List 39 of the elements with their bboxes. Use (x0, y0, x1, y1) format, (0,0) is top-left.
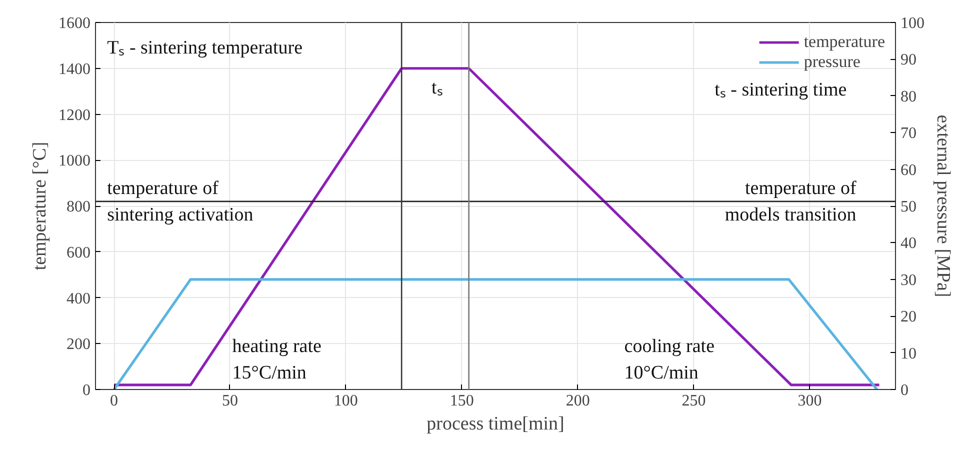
y-axis-title: temperature [°C] (30, 142, 50, 270)
annotation: temperature of models transition (724, 178, 857, 226)
y-tick-label: 600 (66, 244, 90, 262)
annotation: temperature of sintering activation (107, 178, 254, 226)
x-tick-label: 100 (334, 392, 358, 410)
y2-tick-label: 10 (900, 345, 916, 362)
annotation: heating rate 15°C/min (232, 336, 322, 384)
x-axis-title: process time[min] (426, 414, 564, 434)
y-tick-label: 1200 (58, 106, 90, 124)
annotation: tₛ (432, 77, 443, 98)
y-tick-label: 1000 (58, 152, 90, 170)
y-tick-label: 200 (66, 336, 90, 354)
x-tick-label: 200 (566, 392, 590, 410)
annotation: cooling rate 10°C/min (624, 336, 715, 384)
x-tick-label: 150 (450, 392, 474, 410)
y2-tick-label: 40 (900, 235, 916, 252)
y2-axis-title: external pressure [MPa] (932, 114, 954, 298)
y-tick-label: 0 (82, 382, 90, 399)
y2-tick-label: 70 (900, 125, 916, 142)
x-tick-label: 300 (798, 392, 822, 410)
y-tick-label: 1400 (58, 60, 90, 78)
annotation: Tₛ - sintering temperature (107, 37, 303, 58)
y2-tick-label: 60 (900, 162, 916, 179)
x-tick-label: 50 (222, 392, 238, 410)
legend-label: temperature (804, 32, 885, 52)
y-tick-label: 800 (66, 198, 90, 216)
y2-tick-label: 80 (900, 88, 916, 106)
y2-tick-label: 20 (900, 308, 916, 326)
legend-label: pressure (804, 52, 860, 72)
y-tick-label: 1600 (58, 15, 90, 32)
x-tick-label: 0 (110, 392, 118, 410)
y2-tick-label: 30 (900, 272, 916, 289)
annotation: tₛ - sintering time (714, 80, 847, 101)
x-tick-label: 250 (682, 392, 706, 410)
y2-tick-label: 0 (900, 382, 908, 399)
y2-tick-label: 90 (900, 52, 916, 69)
y2-tick-label: 50 (900, 198, 916, 216)
y2-tick-label: 100 (900, 15, 924, 32)
y-tick-label: 400 (66, 290, 90, 308)
